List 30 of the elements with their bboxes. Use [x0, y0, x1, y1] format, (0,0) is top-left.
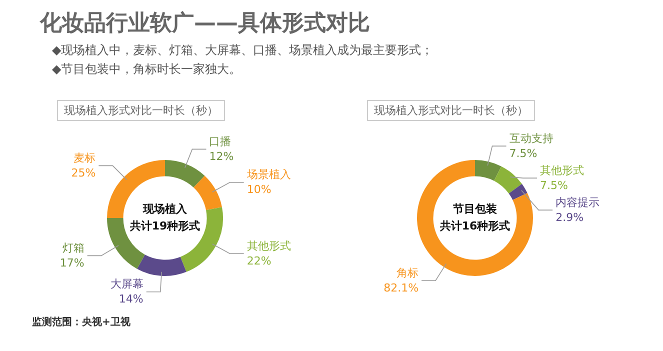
data-label: 17%	[60, 256, 84, 270]
text: 共计16种形式	[438, 219, 510, 232]
data-label: 7.5%	[540, 178, 568, 192]
slice-label: 互动支持	[509, 132, 554, 145]
data-label: 22%	[246, 254, 272, 268]
chart-title: 现场植入形式对比一时长（秒）	[367, 100, 535, 121]
chart-title: 现场植入形式对比一时长（秒）	[57, 100, 225, 121]
text: 监测范围：央视+卫视	[32, 316, 130, 329]
data-label: 2.9%	[556, 210, 584, 224]
data-label: 7.5%	[509, 146, 538, 160]
slice-label: 其他形式	[540, 164, 584, 177]
slice-label: 大屏幕	[110, 278, 144, 291]
text: 现场植入	[142, 202, 188, 216]
text: ◆节目包装中，角标时长一家独大。	[52, 61, 242, 78]
slice-label: 角标	[396, 266, 419, 280]
data-label: 12%	[209, 150, 234, 164]
slice-label: 麦标	[74, 152, 96, 165]
data-label: 14%	[118, 292, 144, 306]
slice-label: 灯箱	[62, 242, 84, 255]
slice-label: 内容提示	[556, 196, 600, 209]
text: ◆现场植入中，麦标、灯箱、大屏幕、口播、场景植入成为最主要形式；	[52, 42, 434, 59]
text: 化妆品行业软广——具体形式对比	[40, 10, 371, 38]
data-label: 10%	[246, 183, 272, 196]
data-label: 25%	[71, 166, 96, 180]
slice-label: 口播	[209, 135, 232, 148]
text: 共计19种形式	[128, 219, 200, 232]
slice-label: 场景植入	[246, 168, 291, 182]
data-label: 82.1%	[384, 281, 419, 294]
slice-label: 其他形式	[246, 240, 291, 253]
text: 节目包装	[452, 202, 497, 216]
